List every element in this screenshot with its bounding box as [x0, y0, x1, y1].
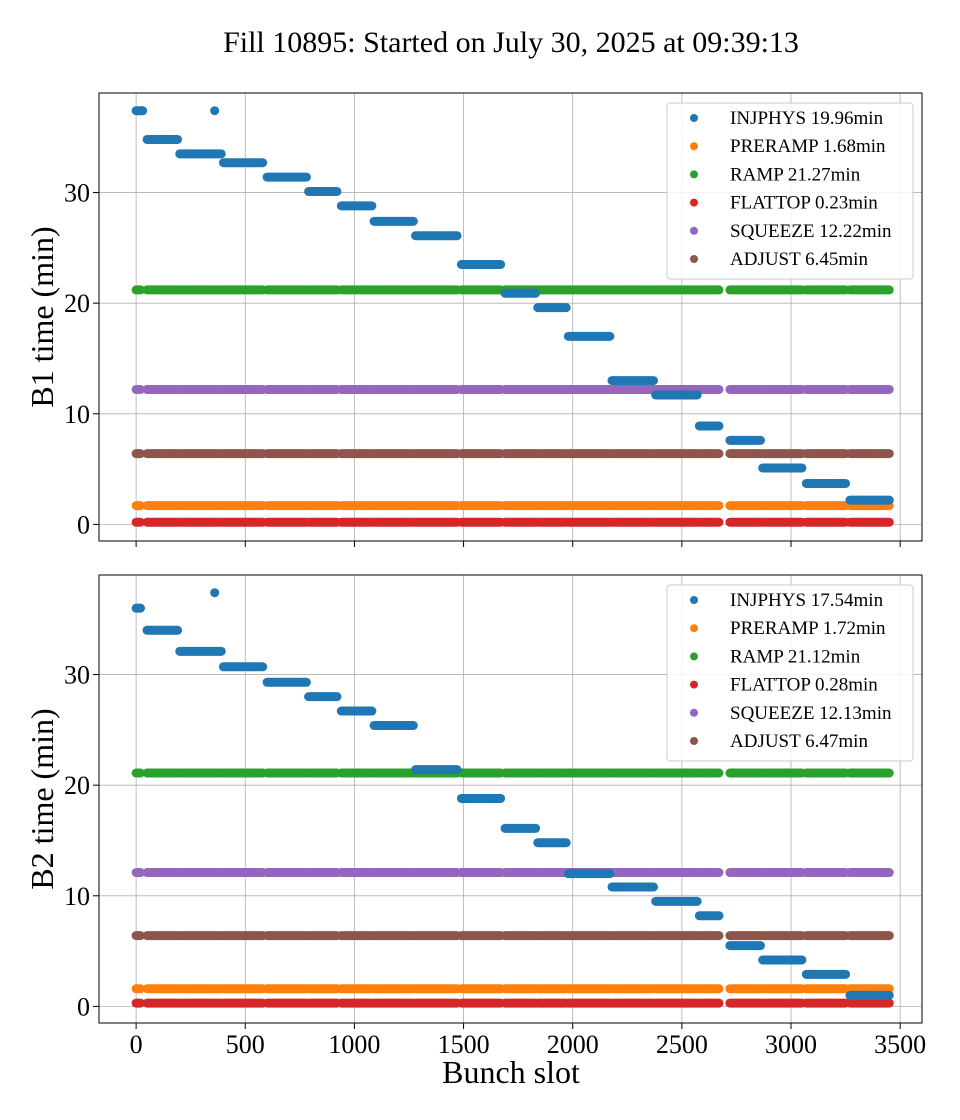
legend-marker: [690, 624, 698, 633]
legend-entry: SQUEEZE 12.13min: [730, 703, 892, 724]
legend: INJPHYS 19.96min PRERAMP 1.68min RAMP 21.2…: [666, 102, 914, 280]
x-axis-label: Bunch slot: [442, 1054, 580, 1090]
legend-entry: PRERAMP 1.68min: [730, 136, 886, 157]
legend-entry: SQUEEZE 12.22min: [730, 221, 892, 242]
legend-marker: [690, 170, 698, 179]
y-tick-label: 10: [64, 400, 90, 429]
y-tick-label: 10: [64, 882, 90, 911]
legend-entry: FLATTOP 0.23min: [730, 193, 878, 214]
y-axis-label: B2 time (min): [24, 708, 60, 889]
chart-title: Fill 10895: Started on July 30, 2025 at …: [223, 26, 799, 59]
legend-entry: FLATTOP 0.28min: [730, 675, 878, 696]
x-tick-label: 500: [226, 1030, 265, 1059]
x-tick-label: 2500: [656, 1030, 708, 1059]
legend-marker: [690, 114, 698, 122]
x-tick-label: 3000: [765, 1030, 817, 1059]
legend-marker: [690, 737, 698, 745]
legend-frame: [666, 584, 914, 762]
y-tick-label: 20: [64, 771, 90, 800]
legend-entry: PRERAMP 1.72min: [730, 618, 886, 639]
legend-marker: [690, 142, 698, 151]
x-tick-label: 2000: [547, 1030, 599, 1059]
y-tick-label: 30: [64, 179, 90, 208]
y-tick-label: 20: [64, 289, 90, 318]
x-tick-label: 3500: [874, 1030, 926, 1059]
y-axis-label: B1 time (min): [24, 226, 60, 407]
legend-marker: [690, 596, 698, 604]
x-tick-label: 1000: [328, 1030, 380, 1059]
x-tick-label: 1500: [438, 1030, 490, 1059]
legend-entry: ADJUST 6.47min: [730, 731, 868, 752]
legend-entry: ADJUST 6.45min: [730, 249, 868, 270]
legend-entry: RAMP 21.27min: [730, 164, 861, 185]
x-tick-label: 0: [130, 1030, 143, 1059]
legend-entry: RAMP 21.12min: [730, 646, 861, 667]
legend-entry: INJPHYS 19.96min: [730, 108, 884, 129]
legend-frame: [666, 102, 914, 280]
panel-2: 0 10 20 30 0 500 1000 1500 2000 2500 3000 3500 B2 ti…: [24, 574, 926, 1059]
legend-entry: INJPHYS 17.54min: [730, 590, 884, 611]
legend-marker: [690, 652, 698, 661]
legend-marker: [690, 226, 698, 235]
plot-frame: [98, 92, 923, 542]
legend-marker: [690, 708, 698, 717]
plot-frame: [98, 574, 923, 1024]
legend: INJPHYS 17.54min PRERAMP 1.72min RAMP 21.1…: [666, 584, 914, 762]
legend-marker: [690, 680, 698, 689]
series-injphys: [131, 588, 894, 1000]
y-tick-label: 30: [64, 661, 90, 690]
y-tick-label: 0: [77, 992, 90, 1021]
legend-marker: [690, 255, 698, 263]
legend-marker: [690, 198, 698, 207]
y-tick-label: 0: [77, 510, 90, 539]
series-injphys: [131, 106, 894, 505]
